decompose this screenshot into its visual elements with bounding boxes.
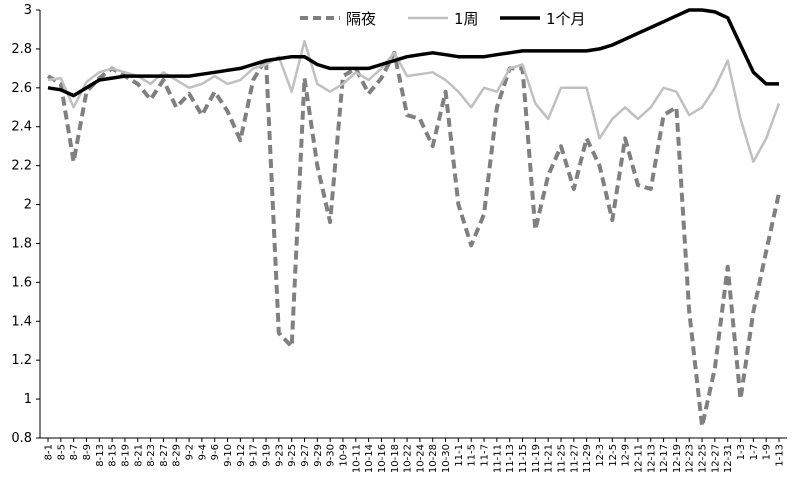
y-axis: 0.8 1 1.2 1.4 1.6 1.8 2 2.2 2.4 2.6 2.8 3 [11, 3, 41, 446]
x-tick-label: 12-3 [595, 444, 606, 467]
x-tick-label: 12-13 [646, 444, 657, 473]
x-tick-label: 12-25 [698, 444, 709, 473]
x-tick-label: 9-12 [236, 444, 247, 467]
x-tick-label: 10-9 [338, 444, 349, 467]
x-tick-label: 11-13 [505, 444, 516, 473]
x-tick-label: 8-7 [69, 444, 80, 460]
x-tick-label: 1-3 [736, 444, 747, 460]
x-tick-label: 9-6 [210, 444, 221, 460]
x-tick-label: 10-22 [403, 444, 414, 473]
y-tick-label: 1 [24, 392, 32, 407]
x-tick-label: 12-17 [659, 444, 670, 473]
x-tick-label: 8-29 [172, 444, 183, 467]
x-tick-label: 12-11 [633, 444, 644, 473]
x-tick-label: 12-31 [723, 444, 734, 473]
x-tick-label: 9-29 [313, 444, 324, 467]
x-tick-label: 9-30 [326, 444, 337, 467]
x-tick-label: 12-27 [710, 444, 721, 473]
series-line-2 [47, 8, 779, 98]
series-line-0 [46, 50, 781, 429]
x-tick-label: 11-7 [480, 444, 491, 467]
x-tick-label: 12-23 [685, 444, 696, 473]
x-tick-label: 11-19 [531, 444, 542, 473]
x-tick-label: 9-19 [262, 444, 273, 467]
y-tick-label: 2.8 [11, 42, 32, 57]
x-tick-label: 9-10 [223, 444, 234, 467]
x-tick-label: 9-2 [185, 444, 196, 460]
x-tick-label: 12-5 [608, 444, 619, 467]
x-tick-label: 8-9 [82, 444, 93, 460]
x-tick-label: 9-25 [287, 444, 298, 467]
x-tick-label: 11-15 [518, 444, 529, 473]
y-tick-label: 2.2 [11, 159, 32, 174]
y-tick-label: 0.8 [11, 431, 32, 446]
x-axis: 8-1 8-5 8-7 8-9 8-13 8-15 8-19 8-21 8-23 8-27 8-29… [40, 437, 787, 473]
x-tick-label: 8-27 [159, 444, 170, 467]
x-tick-label: 8-13 [95, 444, 106, 467]
x-tick-label: 11-27 [569, 444, 580, 473]
legend: 隔夜 1周 1个月 [300, 10, 586, 28]
x-tick-label: 10-18 [390, 444, 401, 473]
x-tick-label: 11-1 [454, 444, 465, 467]
x-tick-label: 11-5 [467, 444, 478, 467]
x-tick-label: 1-13 [775, 444, 786, 467]
x-tick-label: 12-19 [672, 444, 683, 473]
x-tick-label: 9-27 [300, 444, 311, 467]
x-tick-label: 10-24 [415, 444, 426, 473]
x-tick-label: 12-9 [621, 444, 632, 467]
x-tick-label: 8-23 [146, 444, 157, 467]
y-tick-label: 1.8 [11, 236, 32, 251]
x-tick-label: 10-16 [377, 444, 388, 473]
legend-label-0: 隔夜 [346, 10, 376, 28]
x-tick-label: 9-17 [249, 444, 260, 467]
x-tick-label: 10-11 [351, 444, 362, 473]
x-tick-label: 8-19 [120, 444, 131, 467]
legend-label-1: 1周 [454, 10, 479, 28]
y-tick-label: 1.2 [11, 353, 32, 368]
x-tick-label: 11-29 [582, 444, 593, 473]
series-lines [46, 8, 781, 429]
x-tick-label: 1-9 [762, 444, 773, 460]
x-tick-label: 8-15 [108, 444, 119, 467]
series-line-1 [47, 39, 781, 163]
y-tick-label: 3 [24, 3, 32, 18]
y-tick-label: 2 [24, 198, 32, 213]
y-tick-label: 2.6 [11, 81, 32, 96]
x-tick-label: 11-11 [492, 444, 503, 473]
y-tick-label: 2.4 [11, 120, 32, 135]
x-tick-label: 10-30 [441, 444, 452, 473]
x-tick-label: 11-25 [556, 444, 567, 473]
x-tick-label: 9-4 [197, 444, 208, 460]
x-tick-label: 9-23 [274, 444, 285, 467]
x-tick-label: 8-21 [133, 444, 144, 467]
x-tick-label: 1-7 [749, 444, 760, 460]
x-tick-label: 8-1 [44, 444, 55, 460]
y-tick-label: 1.4 [11, 314, 32, 329]
x-tick-label: 10-28 [428, 444, 439, 473]
y-tick-label: 1.6 [11, 275, 32, 290]
legend-label-2: 1个月 [546, 10, 586, 28]
x-tick-label: 10-14 [364, 444, 375, 473]
x-tick-label: 11-21 [544, 444, 555, 473]
x-tick-label: 8-5 [56, 444, 67, 460]
